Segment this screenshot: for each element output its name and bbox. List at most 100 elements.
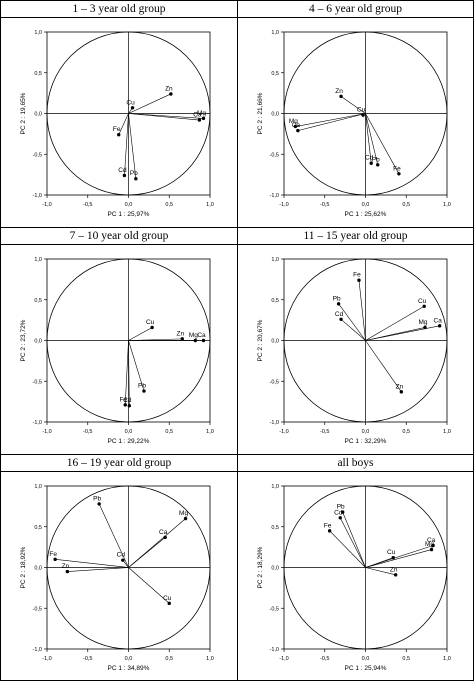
point-label: Fe — [113, 126, 121, 133]
y-tick-label: 0,5 — [271, 298, 279, 304]
point-label: Zn — [176, 330, 184, 337]
point-label: Zn — [390, 566, 398, 573]
title-divider — [1, 244, 237, 245]
data-point-cd — [121, 558, 125, 562]
x-tick-label: -0,5 — [320, 429, 329, 435]
y-tick-label: -1,0 — [33, 193, 42, 199]
point-label: Ca — [427, 537, 436, 544]
data-point-mg — [293, 124, 298, 129]
loading-vector-pb — [128, 340, 145, 392]
x-axis-label: PC 1 : 29,22% — [108, 438, 150, 445]
data-point-cu — [422, 304, 426, 308]
point-label: Cu — [387, 549, 396, 556]
y-tick-label: -1,0 — [33, 647, 42, 653]
loading-vector-ca — [365, 545, 434, 568]
loading-vector-pb — [98, 503, 129, 568]
y-tick-label: 0,0 — [271, 566, 279, 572]
chart-panel: all boys -1,0 -0,5 0,0 0,5 1,0 1,0 0,5 0,0 -0,5 -1… — [237, 454, 474, 681]
loading-vector-fe — [358, 280, 366, 341]
loading-vector-mg — [128, 113, 204, 119]
loading-vector-zn — [67, 567, 129, 572]
loading-vector-fe — [124, 340, 129, 405]
point-label: Fe — [324, 522, 332, 529]
x-tick-label: 1,0 — [443, 202, 451, 208]
chart-title: 11 – 15 year old group — [303, 230, 408, 242]
point-label: Mg — [197, 110, 206, 117]
data-point-cd — [369, 161, 373, 165]
pca-plot: -1,0 -0,5 0,0 0,5 1,0 1,0 0,5 0,0 -0,5 -1,0 PC 1 :… — [20, 484, 214, 672]
y-axis-label: PC 2 : 21,66% — [257, 92, 264, 134]
y-tick-label: 0,5 — [34, 71, 42, 77]
loading-vector-cd — [339, 517, 366, 568]
data-point-cu — [150, 325, 154, 330]
chart-panel: 16 – 19 year old group -1,0 -0,5 0,0 0,5 1,0 1… — [0, 454, 238, 681]
data-point-ca — [163, 535, 167, 540]
y-tick-label: 1,0 — [271, 484, 279, 490]
x-tick-label: 1,0 — [443, 429, 451, 435]
point-label: Cu — [163, 595, 172, 602]
point-label: Cd — [123, 397, 132, 404]
data-point-fe — [123, 403, 127, 407]
point-label: Ca — [197, 332, 206, 339]
y-tick-label: 1,0 — [34, 257, 42, 263]
x-tick-label: -1,0 — [279, 429, 288, 435]
data-point-cd — [338, 516, 342, 520]
loading-vector-cd — [340, 319, 366, 341]
y-tick-label: 1,0 — [271, 257, 279, 263]
x-tick-label: 0,5 — [165, 202, 173, 208]
y-tick-label: -0,5 — [270, 379, 279, 385]
loading-vector-fe — [55, 559, 129, 568]
x-tick-label: -0,5 — [320, 202, 329, 208]
data-point-fe — [357, 278, 361, 282]
loading-vector-cd — [128, 340, 130, 406]
data-point-fe — [397, 172, 401, 176]
y-axis-label: PC 2 : 18,29% — [257, 546, 264, 588]
loading-vector-cd — [124, 113, 129, 176]
data-point-fe — [327, 529, 332, 533]
data-point-mg — [429, 547, 434, 552]
chart-panel: 1 – 3 year old group -1,0 -0,5 0,0 0,5 1,0 1,0… — [0, 0, 238, 228]
x-tick-label: -1,0 — [279, 202, 288, 208]
pca-plot: -1,0 -0,5 0,0 0,5 1,0 1,0 0,5 0,0 -0,5 -1,0 PC 1 :… — [257, 484, 451, 672]
point-label: Pb — [130, 170, 138, 177]
data-point-ca — [296, 128, 300, 133]
data-point-pb — [376, 163, 380, 167]
data-point-zn — [393, 573, 398, 577]
point-label: Mg — [179, 510, 188, 517]
unit-circle — [283, 31, 448, 196]
x-tick-label: 1,0 — [206, 202, 214, 208]
y-tick-label: -0,5 — [270, 606, 279, 612]
loading-vector-zn — [340, 96, 366, 114]
y-tick-label: 0,0 — [34, 339, 42, 345]
y-tick-label: 1,0 — [34, 484, 42, 490]
chart-panel: 11 – 15 year old group -1,0 -0,5 0,0 0,5 1,0 1… — [237, 227, 474, 455]
data-point-ca — [437, 324, 442, 328]
point-label: Ca — [193, 112, 202, 119]
y-tick-label: -1,0 — [270, 193, 279, 199]
point-label: Fe — [119, 396, 127, 403]
loading-vector-mg — [365, 549, 432, 568]
data-point-fe — [117, 132, 121, 137]
y-axis-label: PC 2 : 23,72% — [20, 319, 27, 361]
point-label: Fe — [393, 165, 401, 172]
y-tick-label: 0,5 — [34, 525, 42, 531]
title-divider — [1, 17, 237, 18]
point-label: Zn — [165, 85, 173, 92]
x-tick-label: 0,5 — [402, 656, 410, 662]
point-label: Cu — [418, 298, 427, 305]
x-axis-label: PC 1 : 25,97% — [108, 211, 150, 218]
point-label: Cd — [365, 155, 374, 162]
point-label: Zn — [396, 383, 404, 390]
point-label: Fe — [49, 551, 57, 558]
y-tick-label: 0,5 — [34, 298, 42, 304]
point-label: Zn — [335, 88, 343, 95]
data-point-pb — [142, 389, 146, 393]
x-tick-label: 0,5 — [402, 202, 410, 208]
data-point-cd — [122, 173, 127, 178]
unit-circle — [283, 485, 448, 650]
data-point-pb — [97, 502, 101, 506]
point-label: Pb — [333, 295, 341, 302]
point-label: Ca — [434, 317, 443, 324]
y-tick-label: 1,0 — [271, 30, 279, 36]
data-point-ca — [431, 543, 435, 548]
